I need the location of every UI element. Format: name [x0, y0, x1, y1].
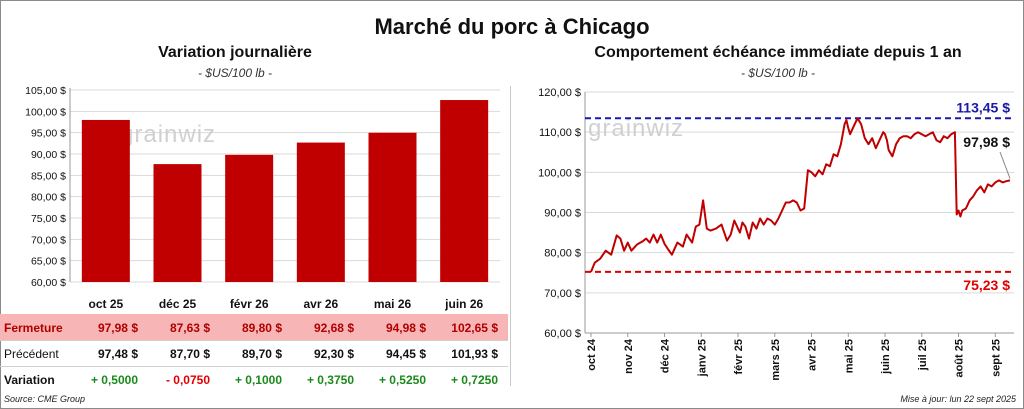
page-title: Marché du porc à Chicago	[374, 14, 650, 39]
watermark-logo: grainwiz	[120, 121, 216, 148]
right-panel-title: Comportement échéance immédiate depuis 1…	[594, 44, 962, 61]
row-label: Précédent	[4, 347, 59, 361]
x-tick-label: mai 25	[843, 339, 855, 373]
right-panel-subtitle: - $US/100 lb -	[740, 66, 816, 80]
x-tick-label: juil 25	[917, 339, 929, 371]
table-cell: 101,93 $	[451, 347, 498, 361]
table-cell: 87,63 $	[169, 321, 210, 335]
x-tick-label: avr 25	[807, 339, 819, 371]
y-tick-label: 75,00 $	[31, 213, 66, 225]
y-tick-label: 105,00 $	[25, 85, 66, 97]
y-tick-label: 110,00 $	[539, 127, 581, 139]
x-tick-label: févr 25	[733, 339, 745, 374]
y-tick-label: 120,00 $	[538, 87, 581, 99]
variation-cell: + 0,5000	[90, 373, 138, 387]
x-tick-label: févr 26	[230, 297, 269, 311]
x-tick-label: août 25	[954, 339, 966, 378]
bar	[153, 164, 202, 282]
y-tick-label: 60,00 $	[544, 328, 581, 340]
y-tick-label: 65,00 $	[31, 256, 66, 268]
table-cell: 102,65 $	[451, 321, 498, 335]
table-cell: 87,70 $	[169, 347, 210, 361]
y-tick-label: 85,00 $	[31, 170, 66, 182]
max-label: 113,45 $	[956, 99, 1010, 115]
table-row-precedent: Précédent 97,48 $ 87,70 $ 89,70 $ 92,30 …	[0, 340, 508, 366]
last-price-leader	[999, 151, 1011, 179]
variation-cell: + 0,7250	[450, 373, 498, 387]
row-label: Fermeture	[4, 321, 63, 335]
y-tick-label: 60,00 $	[31, 277, 66, 289]
price-series-line	[590, 117, 1011, 273]
table-cell: 92,68 $	[313, 321, 354, 335]
x-tick-label: oct 24	[586, 338, 598, 371]
bar-chart: 60,00 $ 65,00 $ 70,00 $ 75,00 $ 80,00 $ 85,00…	[25, 85, 500, 311]
y-tick-label: 95,00 $	[31, 128, 66, 140]
left-panel-title: Variation journalière	[158, 44, 312, 61]
panel-divider	[510, 86, 511, 386]
row-divider	[0, 340, 508, 341]
y-tick-label: 90,00 $	[544, 208, 581, 220]
y-tick-label: 100,00 $	[538, 167, 581, 179]
x-tick-label: mars 25	[770, 339, 782, 381]
watermark-logo: grainwiz	[588, 115, 684, 142]
bar	[440, 100, 489, 282]
table-cell: 89,80 $	[241, 321, 282, 335]
variation-cell: + 0,5250	[378, 373, 426, 387]
y-tick-label: 80,00 $	[544, 248, 581, 260]
x-tick-label: déc 24	[660, 338, 672, 373]
x-tick-label: janv 25	[696, 339, 708, 377]
y-tick-label: 100,00 $	[25, 106, 66, 118]
x-tick-label: juin 25	[880, 339, 892, 375]
y-tick-label: 80,00 $	[31, 192, 66, 204]
last-price-label: 97,98 $	[963, 134, 1010, 150]
x-tick-label: nov 24	[623, 338, 635, 374]
table-cell: 94,98 $	[385, 321, 426, 335]
update-note: Mise à jour: lun 22 sept 2025	[900, 394, 1016, 404]
bar	[81, 119, 130, 283]
bar	[296, 142, 345, 282]
variation-cell: + 0,1000	[234, 373, 282, 387]
table-cell: 97,48 $	[97, 347, 138, 361]
table-cell: 94,45 $	[385, 347, 426, 361]
y-tick-label: 70,00 $	[31, 234, 66, 246]
table-cell: 92,30 $	[313, 347, 354, 361]
table-cell: 97,98 $	[97, 321, 138, 335]
y-tick-label: 70,00 $	[544, 288, 581, 300]
variation-cell: + 0,3750	[306, 373, 354, 387]
bar	[368, 132, 417, 282]
table-row-variation: Variation + 0,5000 - 0,0750 + 0,1000 + 0…	[0, 366, 508, 392]
left-panel-subtitle: - $US/100 lb -	[197, 66, 273, 80]
x-tick-label: avr 26	[303, 297, 338, 311]
x-tick-label: mai 26	[374, 297, 412, 311]
x-tick-label: déc 25	[159, 297, 197, 311]
x-tick-label: oct 25	[88, 297, 123, 311]
x-tick-label: juin 26	[444, 297, 483, 311]
bar	[225, 154, 274, 282]
y-tick-label: 90,00 $	[31, 149, 66, 161]
min-label: 75,23 $	[963, 277, 1010, 293]
row-divider	[0, 366, 508, 367]
table-cell: 89,70 $	[241, 347, 282, 361]
row-label: Variation	[4, 373, 55, 387]
table-row-fermeture: Fermeture 97,98 $ 87,63 $ 89,80 $ 92,68 …	[0, 314, 508, 340]
x-tick-label: sept 25	[990, 339, 1002, 377]
source-note: Source: CME Group	[4, 394, 86, 404]
variation-cell: - 0,0750	[165, 373, 210, 387]
